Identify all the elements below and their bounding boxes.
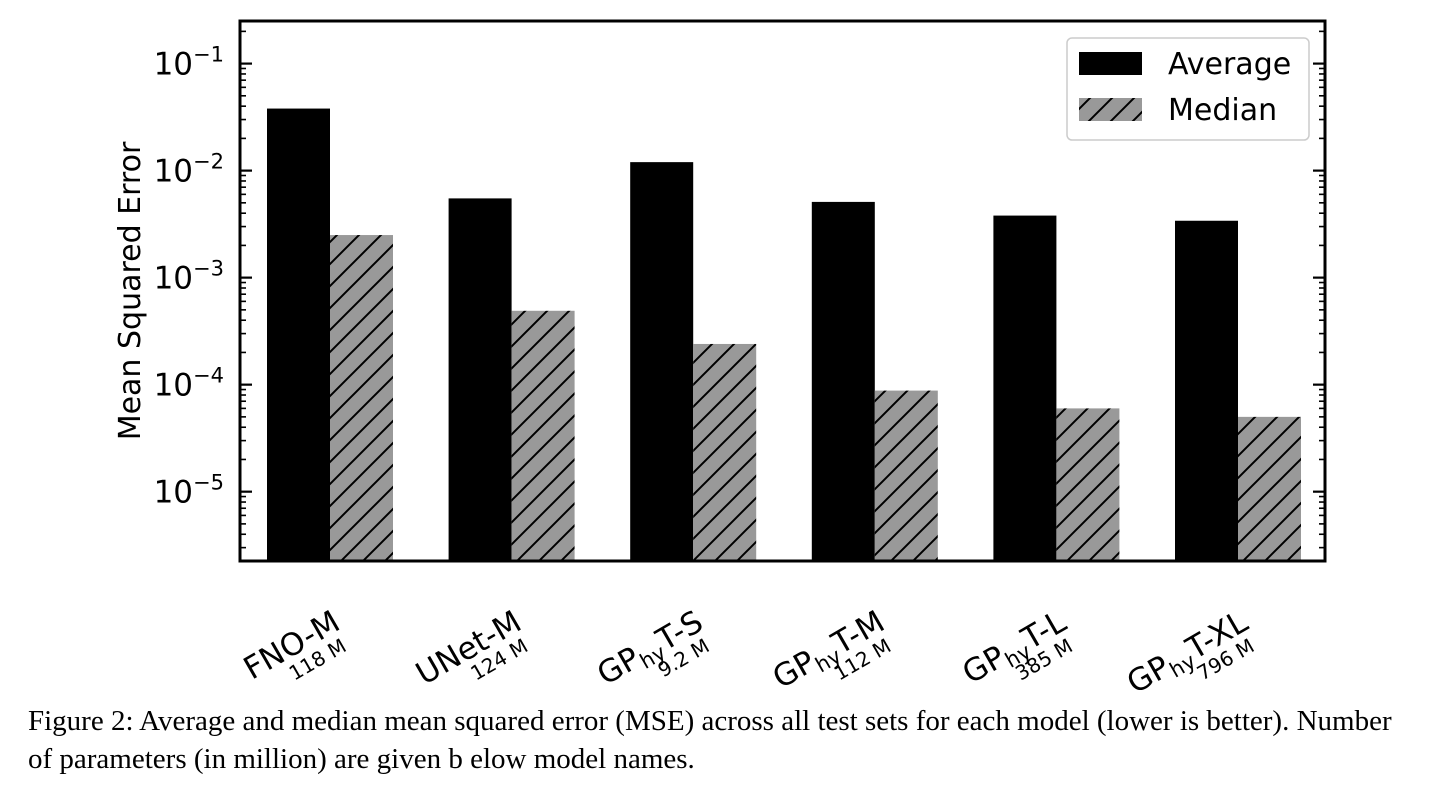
bar-average-gphyt-m	[811, 201, 875, 561]
y-tick-label: 10−1	[154, 43, 224, 83]
legend-label-average: Average	[1168, 47, 1291, 82]
bar-median-unet-m	[511, 310, 575, 561]
ticks-layer: 10−5 10−4 10−3 10−2 10−1	[154, 30, 1325, 549]
bar-average-fno-m	[267, 108, 330, 561]
bar-median-fno-m	[330, 235, 393, 561]
bar-average-unet-m	[448, 198, 512, 561]
figure-caption: Figure 2: Average and median mean square…	[28, 705, 1392, 775]
legend-swatch-median	[1079, 98, 1142, 121]
bar-average-gphyt-l	[993, 215, 1057, 561]
bars-layer	[267, 108, 1301, 562]
bar-median-gphyt-s	[693, 343, 757, 561]
legend-label-median: Median	[1168, 93, 1277, 128]
legend: Average Median	[1066, 37, 1310, 141]
bar-median-gphyt-m	[874, 390, 938, 561]
y-tick-label: 10−2	[154, 150, 224, 190]
legend-swatch-average	[1079, 52, 1142, 75]
chart: 10−510−410−310−210−1 Mean Squared Error …	[113, 19, 1327, 690]
bar-average-gphyt-xl	[1175, 220, 1238, 561]
bar-median-gphyt-l	[1056, 408, 1120, 561]
x-label-gphyt-s: GPhyT-S9.2 M	[591, 604, 713, 690]
y-tick-label: 10−3	[154, 257, 224, 297]
y-axis-label: Mean Squared Error	[113, 141, 148, 440]
y-tick-label: 10−4	[154, 364, 224, 404]
plot-frame	[238, 19, 1327, 563]
bar-median-gphyt-xl	[1238, 416, 1301, 561]
bar-average-gphyt-s	[630, 162, 694, 562]
y-tick-label: 10−5	[154, 471, 224, 511]
